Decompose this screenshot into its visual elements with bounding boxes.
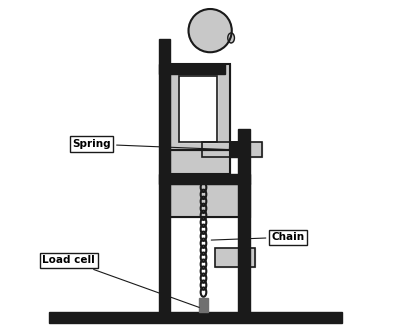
Bar [170,184,250,217]
Bar [170,150,230,174]
Bar [198,298,208,312]
Bar [158,64,225,74]
Bar [215,248,255,267]
Bar [170,184,250,217]
Bar [49,312,341,323]
Bar [179,75,217,142]
Bar [170,64,230,150]
Text: Spring: Spring [72,139,227,150]
Bar [170,150,230,174]
Text: Load cell: Load cell [42,256,199,307]
Ellipse shape [228,33,234,43]
Text: Chain: Chain [211,232,305,242]
Bar [202,142,262,157]
Circle shape [189,9,232,52]
Bar [158,174,250,184]
Bar [170,64,230,150]
Bar [202,142,262,157]
Bar [179,75,217,142]
Bar [215,248,255,267]
Bar [158,39,170,312]
Bar [239,129,250,312]
